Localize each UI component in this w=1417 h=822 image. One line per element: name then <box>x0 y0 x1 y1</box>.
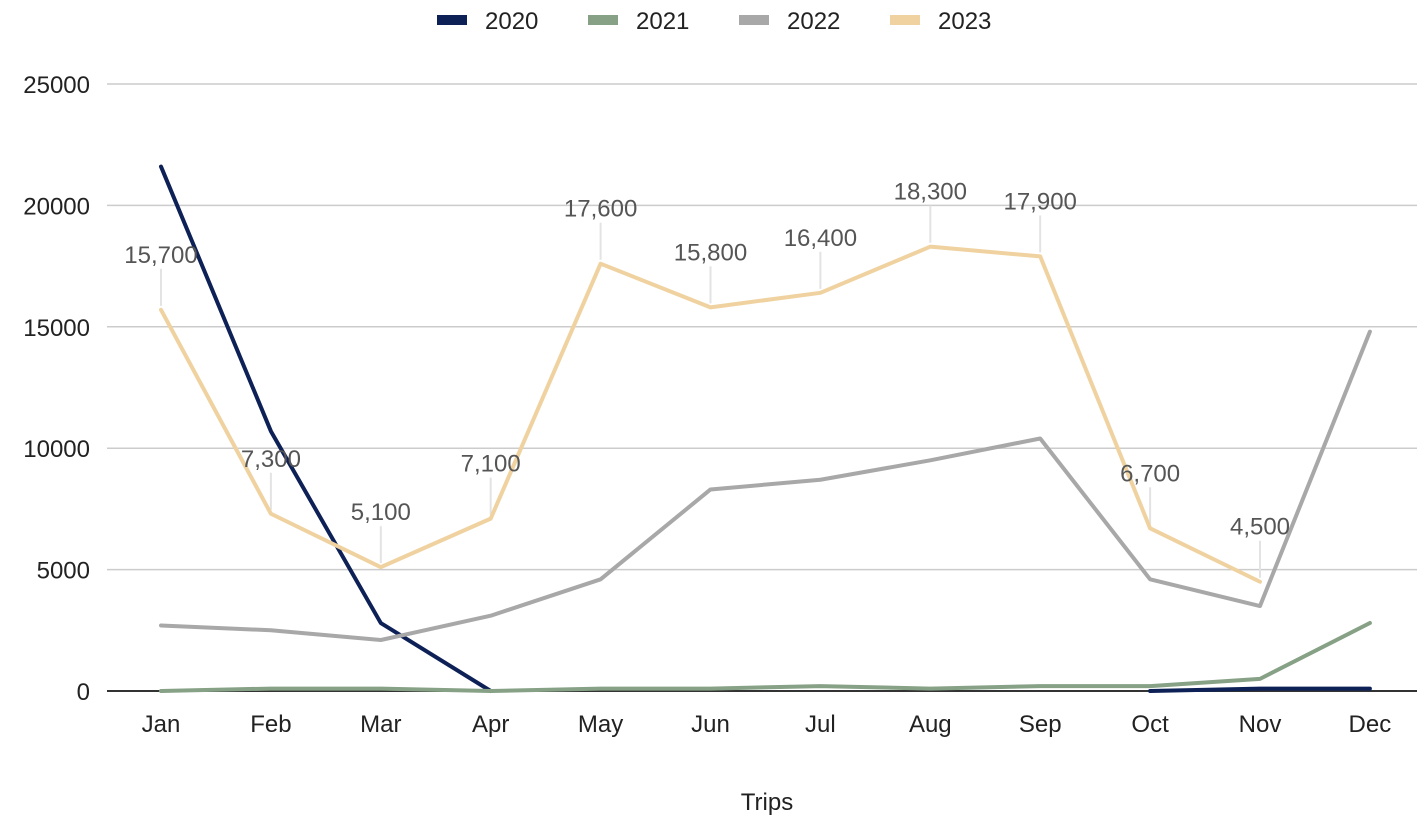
legend-swatch <box>588 15 618 25</box>
data-labels: 15,700 7,300 5,100 7,100 17,600 15,800 16,400 1… <box>124 179 1290 541</box>
y-tick-label: 10000 <box>23 436 90 463</box>
legend-label: 2021 <box>636 8 689 35</box>
data-label: 16,400 <box>784 225 857 252</box>
legend: 2020 2021 2022 2023 <box>437 8 991 35</box>
legend-label: 2023 <box>938 8 991 35</box>
x-tick-label: Apr <box>472 711 509 738</box>
data-label-leaders <box>160 205 1261 578</box>
x-tick-label: Feb <box>250 711 291 738</box>
gridlines <box>107 83 1417 692</box>
legend-swatch <box>890 15 920 25</box>
y-tick-label: 0 <box>77 679 90 706</box>
x-tick-label: Mar <box>360 711 401 738</box>
series-lines <box>159 164 1372 693</box>
legend-swatch <box>739 15 769 25</box>
x-axis-title: Trips <box>741 789 793 816</box>
data-label: 5,100 <box>351 499 411 526</box>
data-label: 15,700 <box>124 242 197 269</box>
legend-label: 2020 <box>485 8 538 35</box>
x-tick-label: Oct <box>1131 711 1169 738</box>
x-tick-label: Jan <box>142 711 181 738</box>
data-label: 17,900 <box>1003 188 1076 215</box>
legend-swatch <box>437 15 467 25</box>
y-tick-label: 5000 <box>37 558 90 585</box>
series-line-2021 <box>159 621 1372 693</box>
x-axis-ticks: Jan Feb Mar Apr May Jun Jul Aug Sep Oct Nov Dec <box>142 711 1392 738</box>
data-label: 17,600 <box>564 196 637 223</box>
data-label: 6,700 <box>1120 460 1180 487</box>
y-axis-ticks: 0 5000 10000 15000 20000 25000 <box>23 72 90 706</box>
x-tick-label: Dec <box>1349 711 1392 738</box>
series-line-2020 <box>1148 686 1372 693</box>
series-line-2020 <box>159 164 493 693</box>
data-label: 7,100 <box>461 451 521 478</box>
data-label: 7,300 <box>241 446 301 473</box>
x-tick-label: Aug <box>909 711 952 738</box>
data-label: 15,800 <box>674 239 747 266</box>
y-tick-label: 15000 <box>23 315 90 342</box>
y-tick-label: 20000 <box>23 193 90 220</box>
x-tick-label: Sep <box>1019 711 1062 738</box>
data-label: 18,300 <box>894 179 967 206</box>
legend-label: 2022 <box>787 8 840 35</box>
x-tick-label: Jul <box>805 711 836 738</box>
y-tick-label: 25000 <box>23 72 90 99</box>
series-line-2023 <box>159 244 1262 584</box>
x-tick-label: Nov <box>1239 711 1282 738</box>
x-tick-label: Jun <box>691 711 730 738</box>
series-line-2022 <box>159 329 1372 643</box>
data-label: 4,500 <box>1230 514 1290 541</box>
x-tick-label: May <box>578 711 623 738</box>
